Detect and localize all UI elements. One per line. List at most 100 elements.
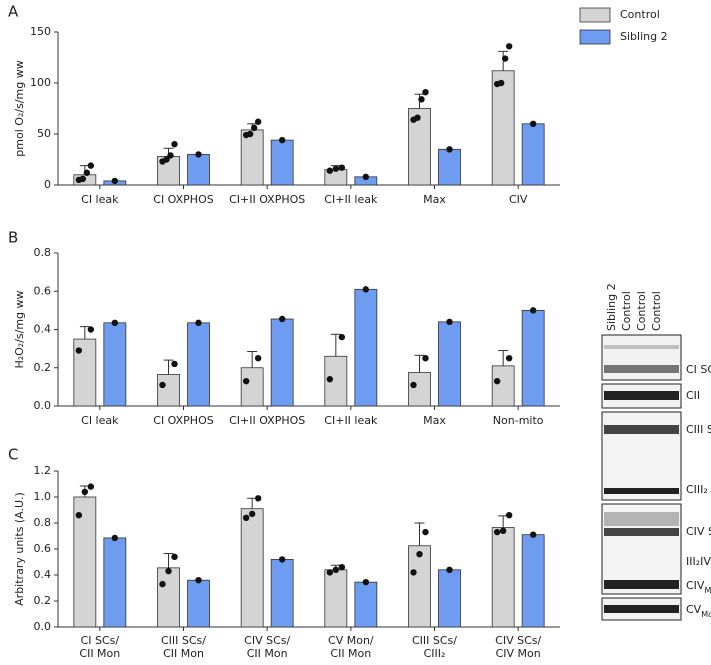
bar	[438, 148, 461, 186]
panel-label: A	[8, 3, 19, 21]
data-point	[75, 512, 83, 519]
data-point	[171, 360, 178, 368]
data-point	[248, 510, 256, 518]
panel-label: B	[8, 229, 18, 247]
error-bar	[498, 50, 509, 71]
bar	[408, 545, 431, 628]
bar	[324, 569, 348, 628]
data-point	[446, 318, 453, 326]
x-tick-label: CI+II leak	[324, 193, 378, 206]
x-tick-label: CV Mon/CII Mon	[328, 634, 374, 660]
error-bar	[330, 333, 341, 357]
band-subscript: Mon	[704, 586, 711, 595]
data-point	[278, 315, 286, 323]
x-tick-label: CIV SCs/CIV Mon	[495, 634, 541, 660]
x-tick-label: CI+II OXPHOS	[229, 193, 305, 206]
band-subscript: Mon	[701, 610, 711, 619]
bar	[240, 508, 264, 628]
lane-label: Control	[650, 291, 663, 331]
band-label: CII	[686, 389, 700, 402]
bar	[157, 374, 180, 407]
data-point	[75, 347, 83, 354]
y-tick-label: 0.8	[34, 516, 52, 529]
x-tick-label: Max	[423, 193, 446, 206]
data-point	[159, 381, 166, 389]
data-point	[493, 528, 501, 536]
data-point	[195, 577, 202, 584]
band-name: CIII SCs	[686, 423, 711, 436]
x-tick-label: CI SCs/CII Mon	[79, 634, 120, 660]
data-point	[242, 514, 250, 521]
bar	[187, 322, 210, 407]
y-tick-label: 0	[44, 178, 51, 191]
data-point	[159, 580, 166, 588]
data-point	[171, 141, 178, 148]
band-label: CIV SCs	[686, 525, 711, 538]
x-tick-label: CI+II OXPHOS	[229, 414, 305, 427]
data-point	[501, 55, 509, 62]
data-point	[167, 152, 174, 159]
x-tick-label: CI OXPHOS	[153, 193, 213, 206]
error-bar	[414, 354, 425, 373]
data-point	[446, 146, 453, 153]
bar	[270, 139, 294, 186]
y-tick-label: 100	[30, 76, 51, 89]
bar	[240, 367, 264, 407]
data-point	[505, 43, 513, 50]
legend-label: Control	[620, 8, 660, 21]
bar	[491, 70, 515, 186]
error-bar	[163, 553, 174, 568]
x-tick-label: Non-mito	[493, 414, 544, 427]
y-tick-label: 1.2	[34, 464, 52, 477]
bar	[270, 559, 294, 628]
y-tick-label: 50	[37, 127, 51, 140]
data-point	[81, 488, 89, 495]
y-tick-label: 1.0	[34, 490, 52, 503]
band-label: III₂IV₁	[686, 555, 711, 568]
bar	[187, 153, 210, 186]
bar	[521, 534, 545, 628]
data-point	[493, 377, 501, 385]
data-point	[163, 156, 170, 163]
band-label: CI SCs	[686, 363, 711, 376]
data-point	[111, 534, 119, 542]
y-tick-label: 0.4	[34, 568, 52, 581]
data-point	[362, 578, 370, 586]
data-point	[529, 531, 537, 538]
x-tick-label: CI+II leak	[324, 414, 378, 427]
data-point	[529, 120, 537, 128]
data-point	[195, 319, 202, 327]
data-point	[171, 553, 178, 560]
data-point	[278, 136, 286, 144]
error-bar	[498, 515, 509, 528]
data-point	[338, 164, 346, 171]
data-point	[250, 124, 258, 132]
data-point	[446, 566, 453, 573]
band-name: CIV	[686, 579, 705, 592]
panel-label: C	[8, 446, 18, 464]
data-point	[326, 167, 334, 174]
y-tick-label: 0.0	[34, 399, 52, 412]
data-point	[254, 354, 262, 362]
data-point	[278, 556, 286, 563]
band-name: CIV SCs	[686, 525, 711, 538]
data-point	[87, 483, 95, 490]
data-point	[242, 377, 250, 385]
y-tick-label: 150	[30, 25, 51, 38]
data-point	[254, 495, 262, 502]
blot-art	[601, 334, 682, 621]
x-tick-label: CIV	[509, 193, 528, 206]
data-point	[410, 569, 417, 576]
x-tick-label: CI OXPHOS	[153, 414, 213, 427]
data-point	[499, 527, 507, 534]
legend-swatch	[579, 29, 611, 45]
data-point	[529, 307, 537, 314]
data-point	[332, 566, 340, 573]
data-point	[338, 333, 346, 341]
band-label: CIII SCs	[686, 423, 711, 436]
bar	[354, 581, 378, 628]
data-point	[416, 551, 423, 558]
data-point	[418, 96, 425, 103]
data-point	[111, 177, 119, 185]
